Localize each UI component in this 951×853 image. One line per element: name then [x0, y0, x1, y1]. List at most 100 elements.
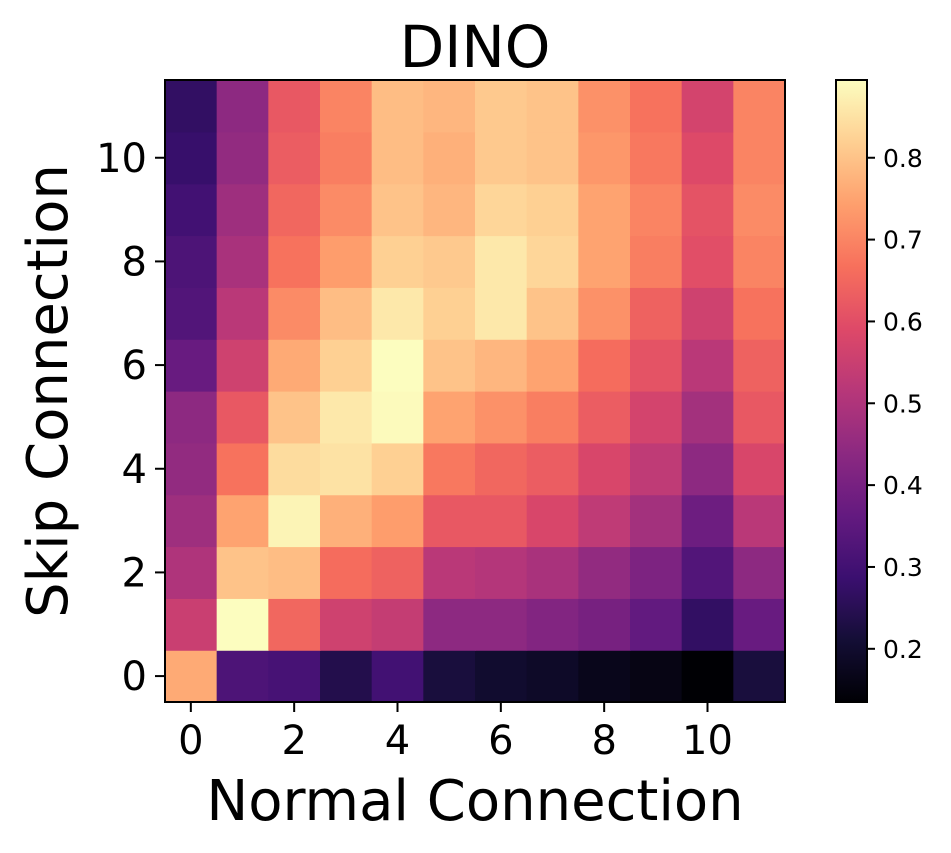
colorbar-tick-label: 0.8	[883, 144, 923, 173]
heatmap-cell	[475, 235, 528, 288]
heatmap-cell	[268, 494, 321, 548]
colorbar-tick-label: 0.6	[883, 307, 923, 336]
colorbar-tick-label: 0.7	[883, 226, 923, 255]
heatmap-cell	[630, 442, 683, 496]
heatmap-cell	[268, 183, 321, 237]
heatmap-cell	[630, 391, 683, 444]
heatmap-cell	[371, 494, 424, 548]
heatmap-cell	[630, 546, 683, 599]
heatmap-cell	[578, 442, 631, 496]
colorbar-tick-label: 0.2	[883, 635, 923, 664]
heatmap-cell	[216, 546, 269, 599]
heatmap-cell	[320, 442, 373, 496]
chart-title: DINO	[400, 13, 551, 81]
heatmap-cell	[578, 650, 631, 703]
colorbar-ticks: 0.2 0.3 0.4 0.5 0.6 0.7 0.8	[867, 144, 923, 664]
heatmap-cell	[165, 235, 218, 288]
heatmap-cell	[526, 287, 579, 340]
heatmap-cell	[371, 131, 424, 185]
heatmap-cell	[578, 131, 631, 185]
x-axis-ticks: 0 2 4 6 8 10	[178, 702, 733, 764]
heatmap-cell	[475, 494, 528, 548]
colorbar-gradient	[835, 79, 868, 703]
heatmap-cell	[578, 287, 631, 340]
heatmap-cell	[371, 287, 424, 340]
heatmap-cell	[371, 650, 424, 703]
x-tick-label: 2	[281, 718, 306, 764]
heatmap-cell	[733, 183, 786, 237]
heatmap-cell	[733, 442, 786, 496]
heatmap-cell	[681, 80, 734, 133]
heatmap-cell	[475, 131, 528, 185]
heatmap-cell	[630, 339, 683, 392]
heatmap-cell	[320, 131, 373, 185]
heatmap-cell	[526, 494, 579, 548]
heatmap-cell	[320, 80, 373, 133]
heatmap-cell	[733, 391, 786, 444]
heatmap-cell	[268, 650, 321, 703]
heatmap-cell	[268, 598, 321, 651]
heatmap-cell	[578, 391, 631, 444]
x-tick-label: 6	[488, 718, 513, 764]
heatmap-cell	[216, 339, 269, 392]
heatmap-cell	[733, 235, 786, 288]
heatmap-cell	[578, 494, 631, 548]
heatmap-cell	[423, 80, 476, 133]
heatmap-cell	[733, 80, 786, 133]
heatmap-cell	[578, 546, 631, 599]
heatmap-cell	[320, 183, 373, 237]
heatmap-cell	[526, 183, 579, 237]
heatmap-cell	[423, 287, 476, 340]
heatmap-cell	[371, 598, 424, 651]
heatmap-cell	[371, 546, 424, 599]
heatmap-cell	[216, 391, 269, 444]
colorbar-tick-label: 0.4	[883, 471, 923, 500]
heatmap-cell	[268, 235, 321, 288]
heatmap-cell	[268, 131, 321, 185]
heatmap-cell	[423, 183, 476, 237]
heatmap-cell	[733, 131, 786, 185]
y-tick-label: 0	[122, 654, 147, 700]
heatmap-cell	[165, 339, 218, 392]
heatmap-cell	[630, 183, 683, 237]
heatmap-cell	[630, 80, 683, 133]
heatmap-cell	[165, 391, 218, 444]
heatmap-cell	[423, 235, 476, 288]
heatmap-cell	[681, 442, 734, 496]
heatmap-cell	[630, 131, 683, 185]
heatmap-cell	[733, 598, 786, 651]
heatmap-cell	[681, 546, 734, 599]
y-axis-ticks: 0 2 4 6 8 10	[96, 136, 165, 700]
heatmap-cell	[423, 494, 476, 548]
heatmap-cell	[216, 287, 269, 340]
heatmap-cell	[630, 235, 683, 288]
heatmap-cell	[165, 494, 218, 548]
heatmap-cell	[320, 650, 373, 703]
colorbar-tick-label: 0.3	[883, 553, 923, 582]
heatmap-cell	[268, 287, 321, 340]
heatmap-cell	[320, 339, 373, 392]
heatmap-cell	[733, 494, 786, 548]
heatmap-cell	[165, 598, 218, 651]
heatmap-cell	[371, 80, 424, 133]
heatmap-cell	[216, 131, 269, 185]
heatmap-cell	[681, 235, 734, 288]
heatmap-cell	[423, 598, 476, 651]
heatmap-cell	[371, 339, 424, 392]
heatmap-cell	[371, 391, 424, 444]
heatmap-cell	[526, 598, 579, 651]
y-tick-label: 10	[96, 136, 147, 182]
heatmap-cell	[423, 650, 476, 703]
colorbar-tick-label: 0.5	[883, 389, 923, 418]
heatmap-cell	[681, 339, 734, 392]
heatmap-cell	[371, 442, 424, 496]
heatmap-cell	[526, 442, 579, 496]
y-axis-label: Skip Connection	[16, 164, 81, 618]
heatmap-cell	[681, 131, 734, 185]
heatmap-cell	[320, 287, 373, 340]
heatmap-cell	[681, 494, 734, 548]
heatmap-cell	[371, 183, 424, 237]
heatmap-cell	[165, 183, 218, 237]
x-tick-label: 8	[591, 718, 616, 764]
heatmap-cell	[526, 546, 579, 599]
